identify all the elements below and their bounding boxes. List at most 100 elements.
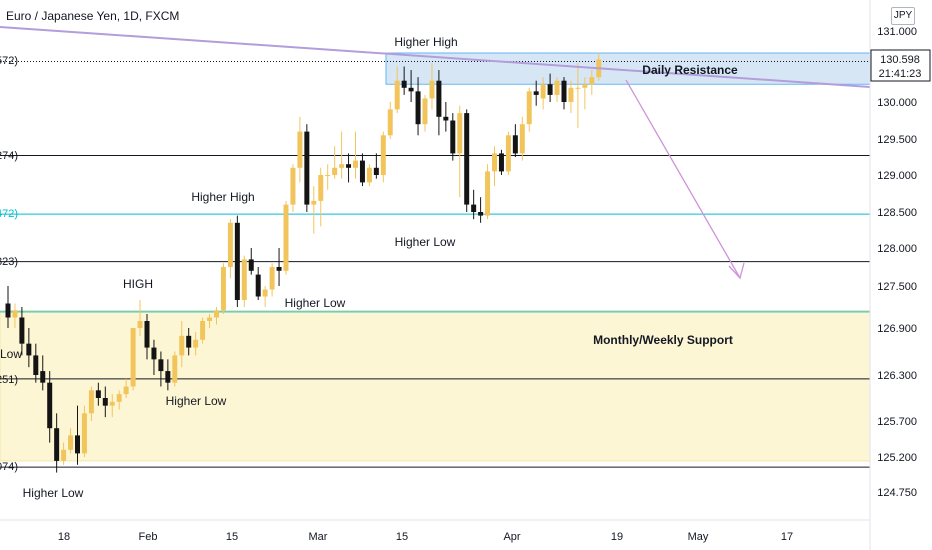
candle-body[interactable] bbox=[533, 91, 539, 95]
candle-body[interactable] bbox=[540, 84, 546, 99]
candle-body[interactable] bbox=[526, 91, 532, 125]
candle-body[interactable] bbox=[123, 386, 129, 395]
candle-body[interactable] bbox=[387, 109, 393, 136]
candle-body[interactable] bbox=[554, 80, 560, 95]
level-price-label: 472) bbox=[0, 208, 18, 220]
candle-body[interactable] bbox=[429, 80, 435, 99]
candle-body[interactable] bbox=[415, 91, 421, 125]
candle-body[interactable] bbox=[589, 77, 595, 85]
candle-body[interactable] bbox=[165, 371, 171, 383]
annotation-label: Higher Low bbox=[166, 394, 227, 408]
candle-body[interactable] bbox=[68, 435, 74, 450]
candle-body[interactable] bbox=[130, 328, 136, 387]
candle-body[interactable] bbox=[227, 222, 233, 267]
candle-body[interactable] bbox=[450, 120, 456, 154]
candle-body[interactable] bbox=[19, 317, 25, 344]
candle-body[interactable] bbox=[575, 87, 581, 89]
candle-body[interactable] bbox=[193, 339, 199, 348]
candle-body[interactable] bbox=[471, 204, 477, 212]
candle-body[interactable] bbox=[248, 259, 254, 271]
candle-body[interactable] bbox=[207, 317, 213, 322]
candle-body[interactable] bbox=[401, 80, 407, 88]
candle-body[interactable] bbox=[346, 164, 352, 168]
candle-body[interactable] bbox=[505, 135, 511, 172]
candle-body[interactable] bbox=[26, 343, 32, 356]
candle-body[interactable] bbox=[478, 212, 484, 216]
candle-body[interactable] bbox=[311, 200, 317, 205]
projection-arrow-head bbox=[728, 262, 745, 280]
candle-body[interactable] bbox=[380, 135, 386, 175]
candle-body[interactable] bbox=[408, 87, 414, 92]
candle-body[interactable] bbox=[220, 267, 226, 311]
candle-body[interactable] bbox=[366, 167, 372, 183]
candle-body[interactable] bbox=[325, 175, 331, 176]
candle-body[interactable] bbox=[339, 164, 345, 168]
candle-body[interactable] bbox=[422, 98, 428, 125]
candle-body[interactable] bbox=[485, 171, 491, 216]
price-tick-label: 124.750 bbox=[877, 487, 917, 499]
candle-body[interactable] bbox=[568, 87, 574, 102]
candle-body[interactable] bbox=[262, 289, 268, 297]
candle-body[interactable] bbox=[290, 167, 296, 205]
monthly-weekly-support-zone[interactable] bbox=[0, 310, 871, 462]
candle-body[interactable] bbox=[75, 435, 80, 454]
candle-body[interactable] bbox=[255, 274, 261, 297]
descending-trendline[interactable] bbox=[0, 26, 871, 88]
candle-body[interactable] bbox=[283, 204, 289, 271]
candle-body[interactable] bbox=[234, 222, 240, 300]
candle-body[interactable] bbox=[582, 84, 588, 88]
candle-body[interactable] bbox=[61, 449, 67, 461]
candle-body[interactable] bbox=[512, 135, 518, 154]
candle-body[interactable] bbox=[200, 321, 206, 340]
candle-body[interactable] bbox=[297, 131, 303, 168]
candle-body[interactable] bbox=[561, 80, 567, 102]
candle-body[interactable] bbox=[116, 394, 122, 402]
candle-body[interactable] bbox=[519, 124, 525, 154]
candle-body[interactable] bbox=[498, 153, 504, 172]
projection-arrow-line[interactable] bbox=[625, 79, 741, 279]
candle-body[interactable] bbox=[436, 80, 442, 117]
candle-body[interactable] bbox=[179, 335, 185, 356]
candle-body[interactable] bbox=[359, 160, 365, 183]
candle-body[interactable] bbox=[12, 310, 18, 318]
candle-body[interactable] bbox=[547, 84, 553, 95]
symbol-title[interactable]: Euro / Japanese Yen, 1D, FXCM bbox=[6, 9, 180, 23]
candle-body[interactable] bbox=[144, 321, 150, 348]
candle-body[interactable] bbox=[276, 267, 282, 271]
candle-body[interactable] bbox=[40, 371, 46, 383]
candle-body[interactable] bbox=[492, 153, 497, 172]
candle-body[interactable] bbox=[443, 116, 449, 121]
candle-body[interactable] bbox=[457, 113, 463, 154]
candle-body[interactable] bbox=[394, 80, 400, 110]
candle-body[interactable] bbox=[102, 398, 108, 406]
candle-body[interactable] bbox=[353, 160, 358, 168]
currency-badge[interactable]: JPY bbox=[891, 7, 915, 25]
time-tick-label: 15 bbox=[396, 531, 408, 543]
candle-body[interactable] bbox=[158, 359, 164, 372]
candle-body[interactable] bbox=[151, 347, 157, 360]
price-axis[interactable] bbox=[870, 0, 932, 550]
candle-body[interactable] bbox=[95, 390, 101, 398]
current-price-badge[interactable] bbox=[870, 49, 931, 82]
candle-body[interactable] bbox=[269, 267, 275, 290]
candle-body[interactable] bbox=[304, 131, 310, 205]
candle-body[interactable] bbox=[81, 413, 87, 454]
candle-body[interactable] bbox=[186, 335, 192, 348]
price-tick-label: 130.000 bbox=[877, 97, 917, 109]
candle-body[interactable] bbox=[172, 355, 178, 383]
candle-body[interactable] bbox=[88, 390, 94, 414]
candle-body[interactable] bbox=[464, 113, 470, 205]
candle-body[interactable] bbox=[241, 259, 247, 300]
candle-body[interactable] bbox=[214, 310, 219, 318]
candle-body[interactable] bbox=[332, 167, 338, 175]
candle-body[interactable] bbox=[5, 303, 11, 318]
candle-body[interactable] bbox=[373, 167, 379, 175]
candle-body[interactable] bbox=[318, 175, 324, 201]
candle-body[interactable] bbox=[109, 401, 115, 406]
candle-body[interactable] bbox=[54, 428, 60, 461]
candle-body[interactable] bbox=[33, 355, 39, 375]
price-tick-label: 129.500 bbox=[877, 134, 917, 146]
candle-body[interactable] bbox=[137, 321, 143, 328]
candle-body[interactable] bbox=[47, 382, 53, 429]
